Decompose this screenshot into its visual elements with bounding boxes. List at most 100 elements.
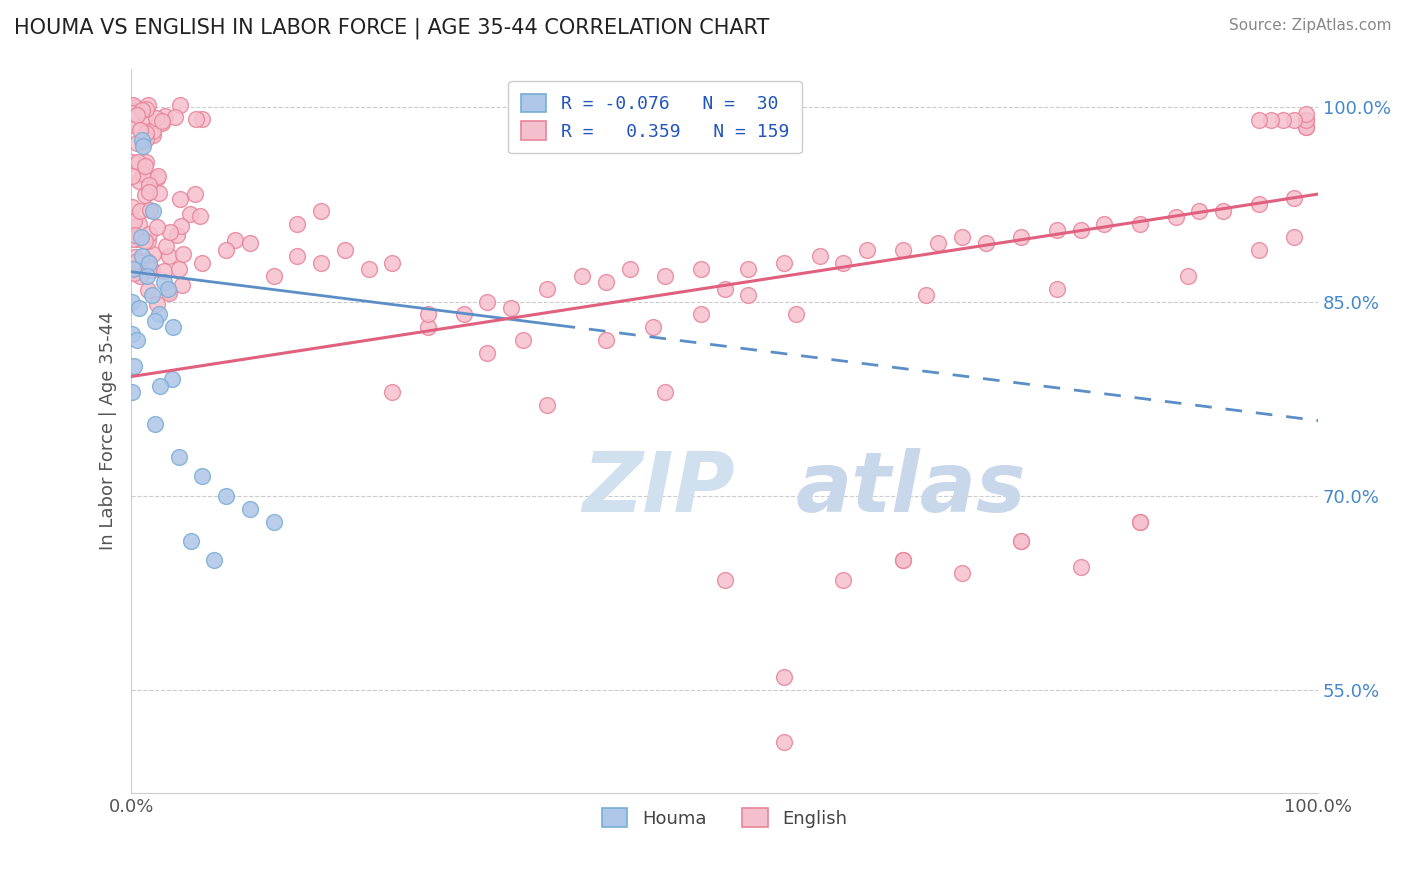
Point [121, 232, 143, 246]
Point [160, 372, 183, 386]
Point [1295, 113, 1317, 128]
Point [1295, 107, 1317, 121]
Point [128, 174, 150, 188]
Point [134, 159, 156, 173]
Point [122, 97, 145, 112]
Point [1129, 515, 1152, 529]
Point [142, 128, 165, 142]
Point [309, 203, 332, 218]
Point [595, 334, 617, 348]
Point [127, 253, 149, 268]
Point [136, 260, 159, 274]
Point [142, 203, 165, 218]
Point [1247, 113, 1270, 128]
Point [121, 169, 143, 184]
Point [1284, 229, 1306, 244]
Point [167, 262, 190, 277]
Point [122, 106, 145, 120]
Point [891, 553, 914, 567]
Point [180, 533, 202, 548]
Point [138, 185, 160, 199]
Point [141, 263, 163, 277]
Point [169, 219, 191, 234]
Point [131, 139, 153, 153]
Point [1070, 559, 1092, 574]
Point [643, 320, 665, 334]
Point [122, 359, 145, 374]
Point [138, 227, 160, 241]
Point [1295, 120, 1317, 134]
Point [128, 301, 150, 315]
Point [146, 297, 169, 311]
Point [131, 103, 153, 118]
Point [215, 489, 238, 503]
Point [149, 378, 172, 392]
Point [1164, 211, 1187, 225]
Point [157, 249, 180, 263]
Point [122, 214, 145, 228]
Point [808, 249, 831, 263]
Point [477, 294, 499, 309]
Point [141, 247, 163, 261]
Point [143, 314, 166, 328]
Point [127, 155, 149, 169]
Point [773, 255, 796, 269]
Point [713, 573, 735, 587]
Point [927, 236, 949, 251]
Point [1129, 217, 1152, 231]
Point [121, 201, 143, 215]
Point [131, 135, 153, 149]
Point [416, 308, 439, 322]
Point [595, 275, 617, 289]
Point [737, 262, 759, 277]
Point [891, 243, 914, 257]
Point [131, 249, 153, 263]
Point [121, 294, 143, 309]
Text: ZIP: ZIP [582, 449, 735, 530]
Point [157, 286, 180, 301]
Point [974, 236, 997, 251]
Point [832, 573, 855, 587]
Point [122, 260, 145, 274]
Point [153, 110, 176, 124]
Point [152, 264, 174, 278]
Point [122, 118, 145, 132]
Point [162, 320, 184, 334]
Point [713, 281, 735, 295]
Point [499, 301, 522, 315]
Point [690, 308, 713, 322]
Point [131, 133, 153, 147]
Point [124, 250, 146, 264]
Point [1188, 203, 1211, 218]
Text: HOUMA VS ENGLISH IN LABOR FORCE | AGE 35-44 CORRELATION CHART: HOUMA VS ENGLISH IN LABOR FORCE | AGE 35… [14, 18, 769, 39]
Point [129, 229, 152, 244]
Point [145, 219, 167, 234]
Point [773, 734, 796, 748]
Point [125, 334, 148, 348]
Point [138, 255, 160, 269]
Point [159, 225, 181, 239]
Point [166, 227, 188, 242]
Point [1284, 191, 1306, 205]
Point [128, 217, 150, 231]
Point [357, 262, 380, 277]
Point [891, 553, 914, 567]
Point [416, 320, 439, 334]
Point [163, 111, 186, 125]
Point [950, 566, 973, 581]
Point [145, 111, 167, 125]
Point [169, 97, 191, 112]
Point [169, 192, 191, 206]
Point [186, 112, 208, 126]
Point [191, 469, 214, 483]
Point [224, 233, 246, 247]
Point [1046, 223, 1069, 237]
Point [148, 186, 170, 200]
Point [1010, 533, 1032, 548]
Text: atlas: atlas [796, 449, 1026, 530]
Point [1284, 113, 1306, 128]
Point [1271, 113, 1294, 128]
Point [135, 169, 157, 184]
Point [135, 102, 157, 116]
Point [136, 98, 159, 112]
